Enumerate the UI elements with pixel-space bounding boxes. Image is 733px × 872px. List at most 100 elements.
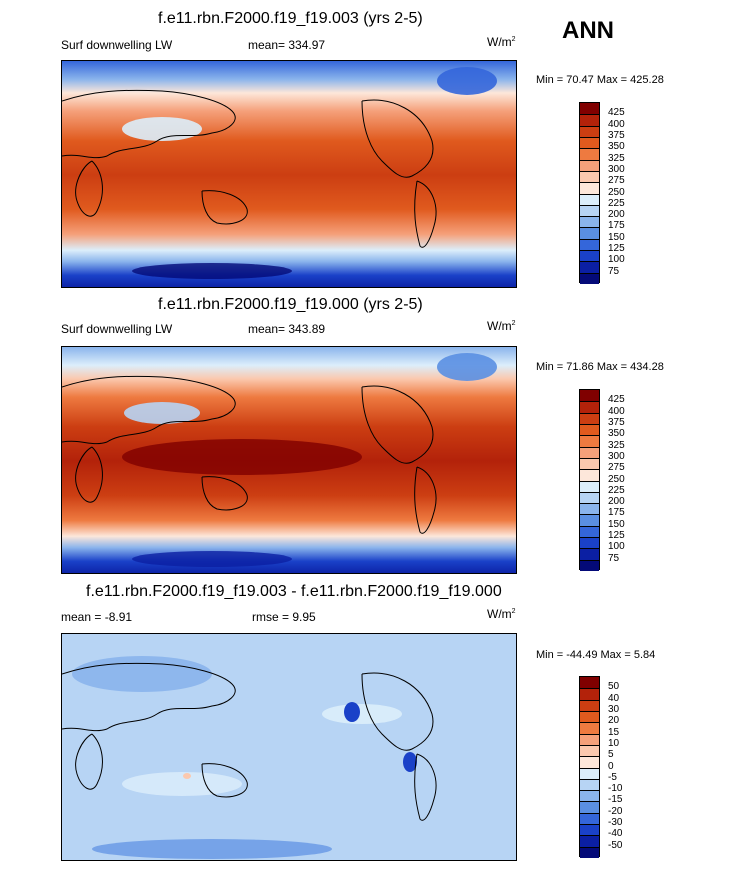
- colorbar-tick-label: -50: [608, 839, 623, 851]
- colorbar-segment: [580, 767, 599, 779]
- panel-1-field: [62, 61, 516, 287]
- panel-3-colorbar: [579, 676, 600, 858]
- colorbar-tick-label: -40: [608, 828, 623, 840]
- colorbar-tick-label: 150: [608, 231, 625, 243]
- colorbar-segment: [580, 457, 599, 470]
- panel-2-antarctic-anomaly: [132, 551, 292, 567]
- panel-2-colorbar: [579, 389, 600, 571]
- colorbar-segment: [580, 480, 599, 492]
- colorbar-tick-label: 250: [608, 186, 625, 198]
- colorbar-segment: [580, 559, 599, 571]
- colorbar-segment: [580, 125, 599, 137]
- colorbar-tick-label: 20: [608, 715, 620, 727]
- colorbar-tick-label: 375: [608, 129, 625, 141]
- colorbar-tick-label: 5: [608, 749, 614, 761]
- colorbar-tick-label: 0: [608, 760, 614, 772]
- colorbar-tick-label: 125: [608, 530, 625, 542]
- panel-3-map-plot: [62, 634, 516, 860]
- colorbar-tick-label: 250: [608, 473, 625, 485]
- panel-1-antarctic-anomaly: [132, 263, 292, 279]
- colorbar-segment: [580, 537, 599, 549]
- colorbar-segment: [580, 103, 599, 115]
- colorbar-tick-label: 350: [608, 428, 625, 440]
- colorbar-tick-label: 325: [608, 152, 625, 164]
- colorbar-tick-label: 225: [608, 484, 625, 496]
- colorbar-tick-label: 200: [608, 496, 625, 508]
- colorbar-tick-label: 225: [608, 197, 625, 209]
- panel-1-minmax: Min = 70.47 Max = 425.28: [536, 74, 664, 86]
- colorbar-tick-label: 75: [608, 265, 620, 277]
- colorbar-tick-label: -10: [608, 783, 623, 795]
- colorbar-segment: [580, 412, 599, 424]
- panel-2-minmax: Min = 71.86 Max = 434.28: [536, 361, 664, 373]
- panel-3-pacific-anomaly: [322, 704, 402, 724]
- colorbar-segment: [580, 182, 599, 194]
- panel-2-units: W/m2: [487, 319, 516, 333]
- colorbar-tick-label: 50: [608, 681, 620, 693]
- colorbar-tick-label: 275: [608, 175, 625, 187]
- colorbar-tick-label: 400: [608, 118, 625, 130]
- colorbar-tick-label: 100: [608, 541, 625, 553]
- colorbar-tick-label: 100: [608, 254, 625, 266]
- colorbar-tick-label: 325: [608, 439, 625, 451]
- colorbar-segment: [580, 710, 599, 723]
- panel-3-map: [61, 633, 517, 861]
- panel-2-title: f.e11.rbn.F2000.f19_f19.000 (yrs 2-5): [158, 296, 423, 313]
- panel-2-greenland-anomaly: [437, 353, 497, 381]
- colorbar-tick-label: 200: [608, 209, 625, 221]
- colorbar-segment: [580, 722, 599, 734]
- colorbar-segment: [580, 548, 599, 560]
- colorbar-segment: [580, 390, 599, 402]
- colorbar-tick-label: 175: [608, 507, 625, 519]
- panel-1-map-plot: [62, 61, 516, 287]
- colorbar-segment: [580, 159, 599, 171]
- colorbar-segment: [580, 677, 599, 689]
- colorbar-segment: [580, 744, 599, 757]
- colorbar-segment: [580, 790, 599, 802]
- colorbar-tick-label: 275: [608, 462, 625, 474]
- colorbar-tick-label: 75: [608, 552, 620, 564]
- colorbar-tick-label: 150: [608, 518, 625, 530]
- colorbar-segment: [580, 688, 599, 700]
- panel-3-coastlines: [62, 662, 437, 821]
- colorbar-segment: [580, 778, 599, 791]
- panel-3-units: W/m2: [487, 607, 516, 621]
- panel-2-variable-label: Surf downwelling LW: [61, 322, 173, 336]
- colorbar-tick-label: 425: [608, 107, 625, 119]
- panel-3-rmse-label: rmse = 9.95: [252, 610, 316, 624]
- colorbar-tick-label: 300: [608, 163, 625, 175]
- colorbar-tick-label: -20: [608, 805, 623, 817]
- colorbar-segment: [580, 446, 599, 458]
- colorbar-tick-label: -15: [608, 794, 623, 806]
- colorbar-tick-label: 350: [608, 141, 625, 153]
- panel-2-map-plot: [62, 347, 516, 573]
- panel-1-mean-label: mean= 334.97: [248, 38, 326, 52]
- panel-1-colorbar: [579, 102, 600, 284]
- panel-1-tibet-anomaly: [122, 117, 202, 141]
- colorbar-segment: [580, 204, 599, 217]
- colorbar-segment: [580, 238, 599, 251]
- panel-1-units: W/m2: [487, 35, 516, 49]
- colorbar-segment: [580, 401, 599, 413]
- panel-2-warm-pool-anomaly: [122, 439, 362, 475]
- colorbar-segment: [580, 227, 599, 239]
- panel-2-coastlines: [62, 375, 437, 534]
- colorbar-segment: [580, 469, 599, 481]
- panel-2-mean-label: mean= 343.89: [248, 322, 326, 336]
- panel-2-tibet-anomaly: [124, 402, 200, 424]
- panel-1-map: [61, 60, 517, 288]
- season-label: ANN: [562, 17, 614, 44]
- colorbar-tick-label: -5: [608, 771, 617, 783]
- colorbar-tick-label: 425: [608, 394, 625, 406]
- colorbar-segment: [580, 148, 599, 160]
- colorbar-tick-label: 300: [608, 450, 625, 462]
- panel-3-mean-label: mean = -8.91: [61, 610, 133, 624]
- panel-3-antarctic-anomaly: [92, 839, 332, 859]
- colorbar-tick-label: 40: [608, 692, 620, 704]
- colorbar-segment: [580, 136, 599, 149]
- panel-3-minmax: Min = -44.49 Max = 5.84: [536, 649, 656, 661]
- colorbar-tick-label: 375: [608, 416, 625, 428]
- colorbar-segment: [580, 423, 599, 436]
- colorbar-segment: [580, 250, 599, 262]
- panel-2-map: [61, 346, 517, 574]
